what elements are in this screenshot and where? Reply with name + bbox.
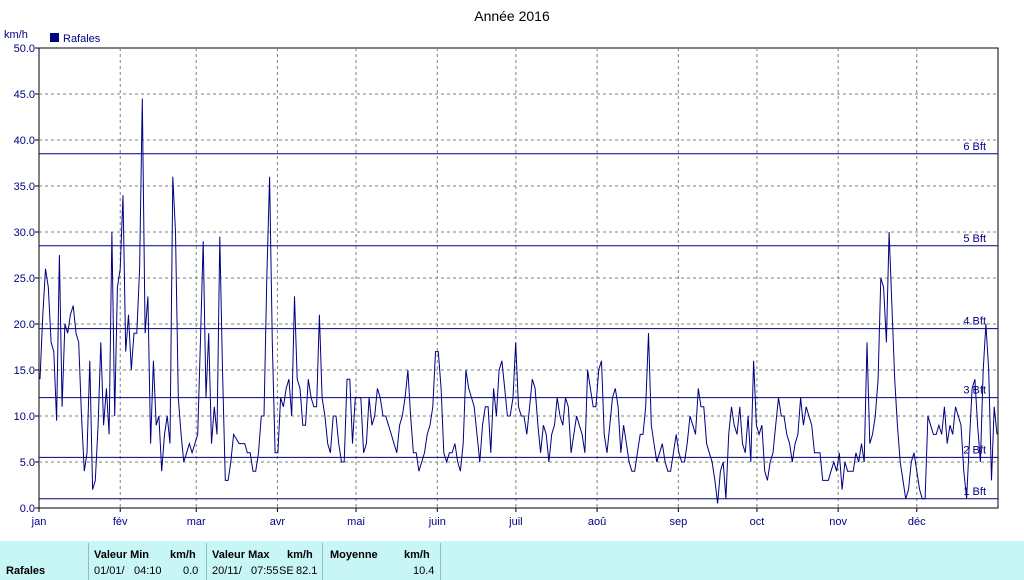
max-unit: km/h xyxy=(287,549,313,561)
max-value: 82.1 xyxy=(296,565,318,577)
y-tick-label: 25.0 xyxy=(14,273,35,285)
x-tick-label: mai xyxy=(347,516,365,528)
threshold-label: 3 Bft xyxy=(963,385,986,397)
stats-panel: Rafales Valeur Min km/h 01/01/ 04:10 0.0… xyxy=(0,541,1024,580)
y-tick-label: 10.0 xyxy=(14,411,35,423)
column-divider xyxy=(88,543,89,580)
min-date: 01/01/ xyxy=(94,565,125,577)
min-unit: km/h xyxy=(170,549,196,561)
chart-title: Année 2016 xyxy=(474,8,550,24)
series-line-rafales xyxy=(39,98,998,504)
row-label: Rafales xyxy=(6,565,46,577)
y-tick-label: 45.0 xyxy=(14,89,35,101)
min-time: 04:10 xyxy=(134,565,162,577)
legend-label: Rafales xyxy=(63,33,101,45)
x-tick-label: oct xyxy=(750,516,765,528)
column-divider xyxy=(322,543,323,580)
x-tick-label: jan xyxy=(31,516,47,528)
avg-value: 10.4 xyxy=(413,565,435,577)
y-tick-label: 0.0 xyxy=(20,503,35,515)
max-header: Valeur Max xyxy=(212,549,270,561)
chart: Année 2016 km/h Rafales 0.0 5.0 10.0 15.0 20.0 2… xyxy=(4,8,999,528)
y-tick-label: 5.0 xyxy=(20,457,35,469)
legend-swatch xyxy=(50,33,59,42)
x-tick-label: fév xyxy=(113,516,128,528)
y-tick-label: 30.0 xyxy=(14,227,35,239)
y-tick-label: 35.0 xyxy=(14,181,35,193)
y-tick-label: 50.0 xyxy=(14,43,35,55)
y-tick-label: 20.0 xyxy=(14,319,35,331)
threshold-label: 1 Bft xyxy=(963,486,986,498)
y-tick-label: 40.0 xyxy=(14,135,35,147)
x-tick-label: mar xyxy=(187,516,206,528)
y-tick-label: 15.0 xyxy=(14,365,35,377)
x-tick-label: déc xyxy=(908,516,926,528)
column-divider xyxy=(206,543,207,580)
min-header: Valeur Min xyxy=(94,549,150,561)
max-date: 20/11/ xyxy=(212,565,242,577)
max-dir: SE xyxy=(279,565,294,577)
x-tick-label: avr xyxy=(270,516,286,528)
plot-area xyxy=(38,47,999,509)
avg-unit: km/h xyxy=(404,549,430,561)
threshold-label: 6 Bft xyxy=(963,141,986,153)
threshold-label: 5 Bft xyxy=(963,233,986,245)
x-tick-label: sep xyxy=(669,516,687,528)
min-value: 0.0 xyxy=(183,565,199,577)
x-tick-label: nov xyxy=(829,516,847,528)
threshold-label: 2 Bft xyxy=(963,444,986,456)
x-tick-label: juin xyxy=(428,516,446,528)
y-axis-label: km/h xyxy=(4,29,28,41)
column-divider xyxy=(440,543,441,580)
max-time: 07:55 xyxy=(251,565,279,577)
x-tick-label: aoû xyxy=(588,516,606,528)
threshold-label: 4 Bft xyxy=(963,316,986,328)
avg-header: Moyenne xyxy=(330,549,378,561)
x-tick-label: juil xyxy=(508,516,522,528)
